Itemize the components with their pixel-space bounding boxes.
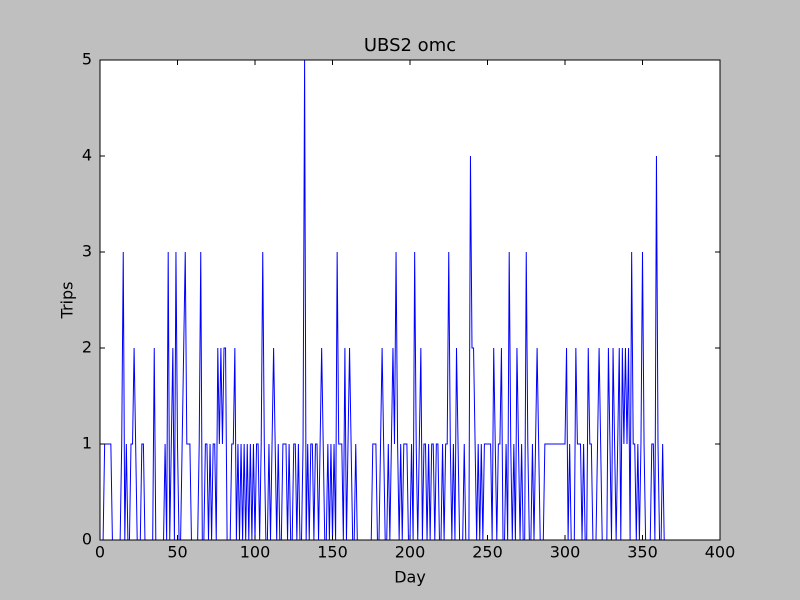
x-tick-label: 0 [95, 543, 105, 562]
x-tick-label: 100 [240, 543, 271, 562]
x-tick-label: 150 [317, 543, 348, 562]
chart-title: UBS2 omc [364, 35, 456, 56]
x-tick-label: 300 [550, 543, 581, 562]
x-tick-label: 50 [167, 543, 187, 562]
x-tick-label: 350 [627, 543, 658, 562]
x-tick-label: 200 [395, 543, 426, 562]
plot-frame [99, 59, 721, 541]
y-tick-label: 0 [82, 530, 92, 549]
x-axis-label: Day [394, 568, 426, 587]
y-tick-label: 4 [82, 146, 92, 165]
x-tick-label: 400 [705, 543, 736, 562]
y-tick-label: 3 [82, 242, 92, 261]
y-tick-label: 1 [82, 434, 92, 453]
x-tick-label: 250 [472, 543, 503, 562]
y-tick-label: 5 [82, 50, 92, 69]
plot-area [100, 60, 720, 540]
y-axis-label: Trips [58, 282, 77, 320]
y-tick-label: 2 [82, 338, 92, 357]
